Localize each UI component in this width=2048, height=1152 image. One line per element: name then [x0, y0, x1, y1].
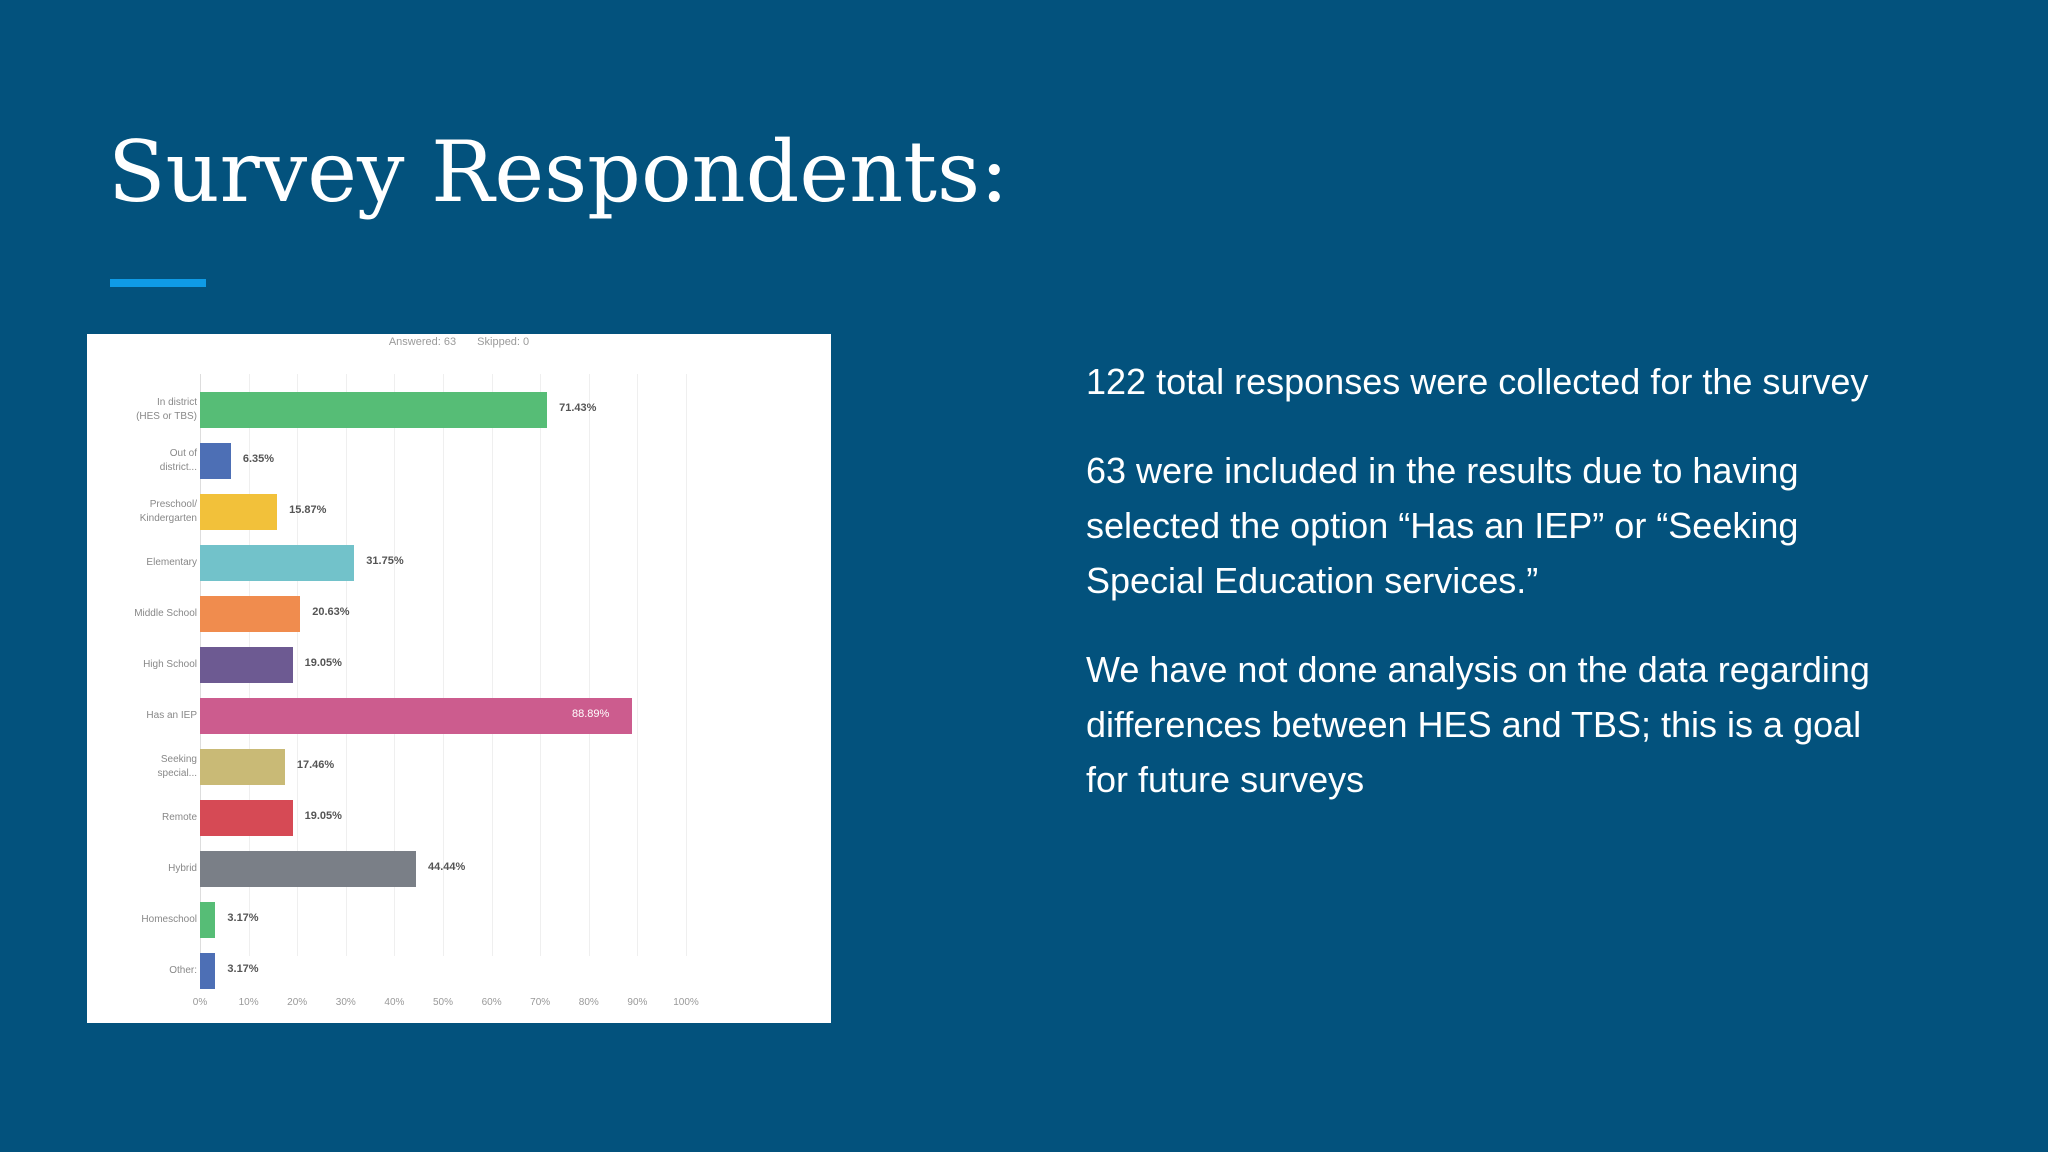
chart-bar — [200, 800, 293, 836]
slide-body-text: 122 total responses were collected for t… — [1086, 354, 1906, 841]
gridline — [491, 374, 493, 956]
chart-bar-row: Out of district... 6.35% — [160, 443, 686, 479]
chart-bar — [200, 596, 301, 632]
bar-value-label: 88.89% — [572, 708, 610, 720]
chart-summary: Answered: 63 Skipped: 0 — [87, 334, 831, 348]
category-label-line1: Remote — [161, 812, 197, 823]
category-label: Out of district... — [117, 447, 197, 475]
category-label: In district (HES or TBS) — [117, 396, 197, 424]
category-label-line2: Kindergarten — [139, 513, 197, 524]
answered-count: Answered: 63 — [388, 336, 457, 348]
category-label: Remote — [117, 811, 197, 825]
gridline — [394, 374, 396, 956]
category-label: Homeschool — [117, 913, 197, 927]
chart-bar-row: Homeschool 3.17% — [141, 902, 686, 938]
paragraph-included-responses: 63 were included in the results due to h… — [1086, 450, 1799, 601]
x-tick-label: 80% — [578, 997, 599, 1008]
chart-bar-row: Hybrid 44.44% — [168, 851, 686, 887]
chart-bar — [200, 494, 278, 530]
x-tick-label: 50% — [432, 997, 454, 1008]
bar-value-label: 19.05% — [304, 810, 342, 822]
category-label: Has an IEP — [117, 709, 197, 723]
bar-value-label: 44.44% — [427, 861, 466, 873]
category-label-line1: Middle School — [134, 608, 197, 619]
chart-bar — [200, 647, 293, 683]
chart-bar — [200, 953, 216, 989]
category-label: Middle School — [117, 607, 197, 621]
category-label-line1: High School — [143, 659, 197, 670]
category-label: Hybrid — [117, 862, 197, 876]
chart-bar-row: Middle School 20.63% — [134, 596, 686, 632]
chart-bar — [200, 545, 355, 581]
chart-bar — [200, 698, 632, 734]
chart-bar-row: Remote 19.05% — [162, 800, 686, 836]
x-tick-label: 20% — [287, 997, 308, 1008]
slide-title: Survey Respondents: — [108, 123, 1009, 221]
category-label-line1: Preschool/ — [149, 499, 197, 510]
survey-bar-chart: Answered: 63 Skipped: 0 0% 10% 20% 30% 40% 50… — [87, 334, 831, 1023]
paragraph-total-responses: 122 total responses were collected for t… — [1086, 361, 1869, 402]
bar-value-label: 3.17% — [227, 912, 259, 924]
x-tick-label: 100% — [673, 997, 699, 1008]
chart-bar-row: Seeking special... 17.46% — [158, 749, 686, 785]
chart-bar — [200, 851, 416, 887]
category-label-line1: Has an IEP — [146, 710, 197, 721]
x-tick-label: 60% — [481, 997, 502, 1008]
chart-bar-row: Elementary 31.75% — [146, 545, 686, 581]
gridline — [540, 374, 542, 956]
category-label: Preschool/Kindergarten — [117, 498, 197, 526]
title-underline-accent — [110, 279, 206, 287]
gridline — [588, 374, 590, 956]
x-tick-label: 70% — [530, 997, 551, 1008]
chart-bar-row: Other: 3.17% — [169, 953, 686, 989]
bar-value-label: 15.87% — [289, 504, 327, 516]
category-label: High School — [117, 658, 197, 672]
gridline — [686, 374, 687, 956]
x-tick-label: 90% — [627, 997, 648, 1008]
gridline — [443, 374, 444, 956]
category-label-line1: In district — [156, 397, 197, 408]
bar-value-label: 20.63% — [312, 606, 350, 618]
x-tick-label: 0% — [192, 997, 208, 1008]
bar-value-label: 31.75% — [366, 555, 404, 567]
gridline — [637, 374, 639, 956]
skipped-count: Skipped: 0 — [477, 336, 530, 348]
paragraph-future-analysis: We have not done analysis on the data re… — [1086, 649, 1870, 800]
gridline — [297, 374, 299, 956]
category-label: Elementary — [117, 556, 197, 570]
category-label-line1: Homeschool — [141, 914, 197, 925]
chart-plot-area: 0% 10% 20% 30% 40% 50% 60% 70% 80% 90% 100% In dist… — [134, 374, 699, 1008]
category-label-line1: Hybrid — [168, 863, 197, 874]
category-label-line1: Other: — [169, 965, 197, 976]
x-tick-label: 10% — [238, 997, 259, 1008]
category-label-line1: Elementary — [146, 557, 197, 568]
category-label-line1: Out of — [169, 448, 197, 459]
chart-bar — [200, 749, 285, 785]
x-tick-label: 40% — [384, 997, 405, 1008]
category-label: Other: — [117, 964, 197, 978]
category-label-line2: district... — [159, 462, 197, 473]
chart-bar — [200, 392, 548, 428]
bar-value-label: 17.46% — [296, 759, 335, 771]
x-tick-label: 30% — [335, 997, 356, 1008]
category-label-line2: special... — [157, 768, 197, 779]
category-label-line2: (HES or TBS) — [136, 411, 197, 422]
category-label-line1: Seeking — [160, 754, 197, 765]
bar-value-label: 3.17% — [227, 963, 259, 975]
chart-bar — [200, 443, 231, 479]
gridline — [345, 374, 347, 956]
chart-bar-row: In district (HES or TBS) 71.43% — [136, 392, 686, 428]
chart-bar-row: High School 19.05% — [143, 647, 686, 683]
chart-bar — [200, 902, 216, 938]
bar-value-label: 19.05% — [304, 657, 342, 669]
bar-value-label: 6.35% — [242, 453, 275, 465]
category-label: Seeking special... — [117, 753, 197, 781]
chart-bar-row: Has an IEP 88.89% — [146, 698, 686, 734]
bar-value-label: 71.43% — [559, 402, 597, 414]
chart-bar-row: Preschool/Kindergarten 15.87% — [140, 494, 686, 530]
